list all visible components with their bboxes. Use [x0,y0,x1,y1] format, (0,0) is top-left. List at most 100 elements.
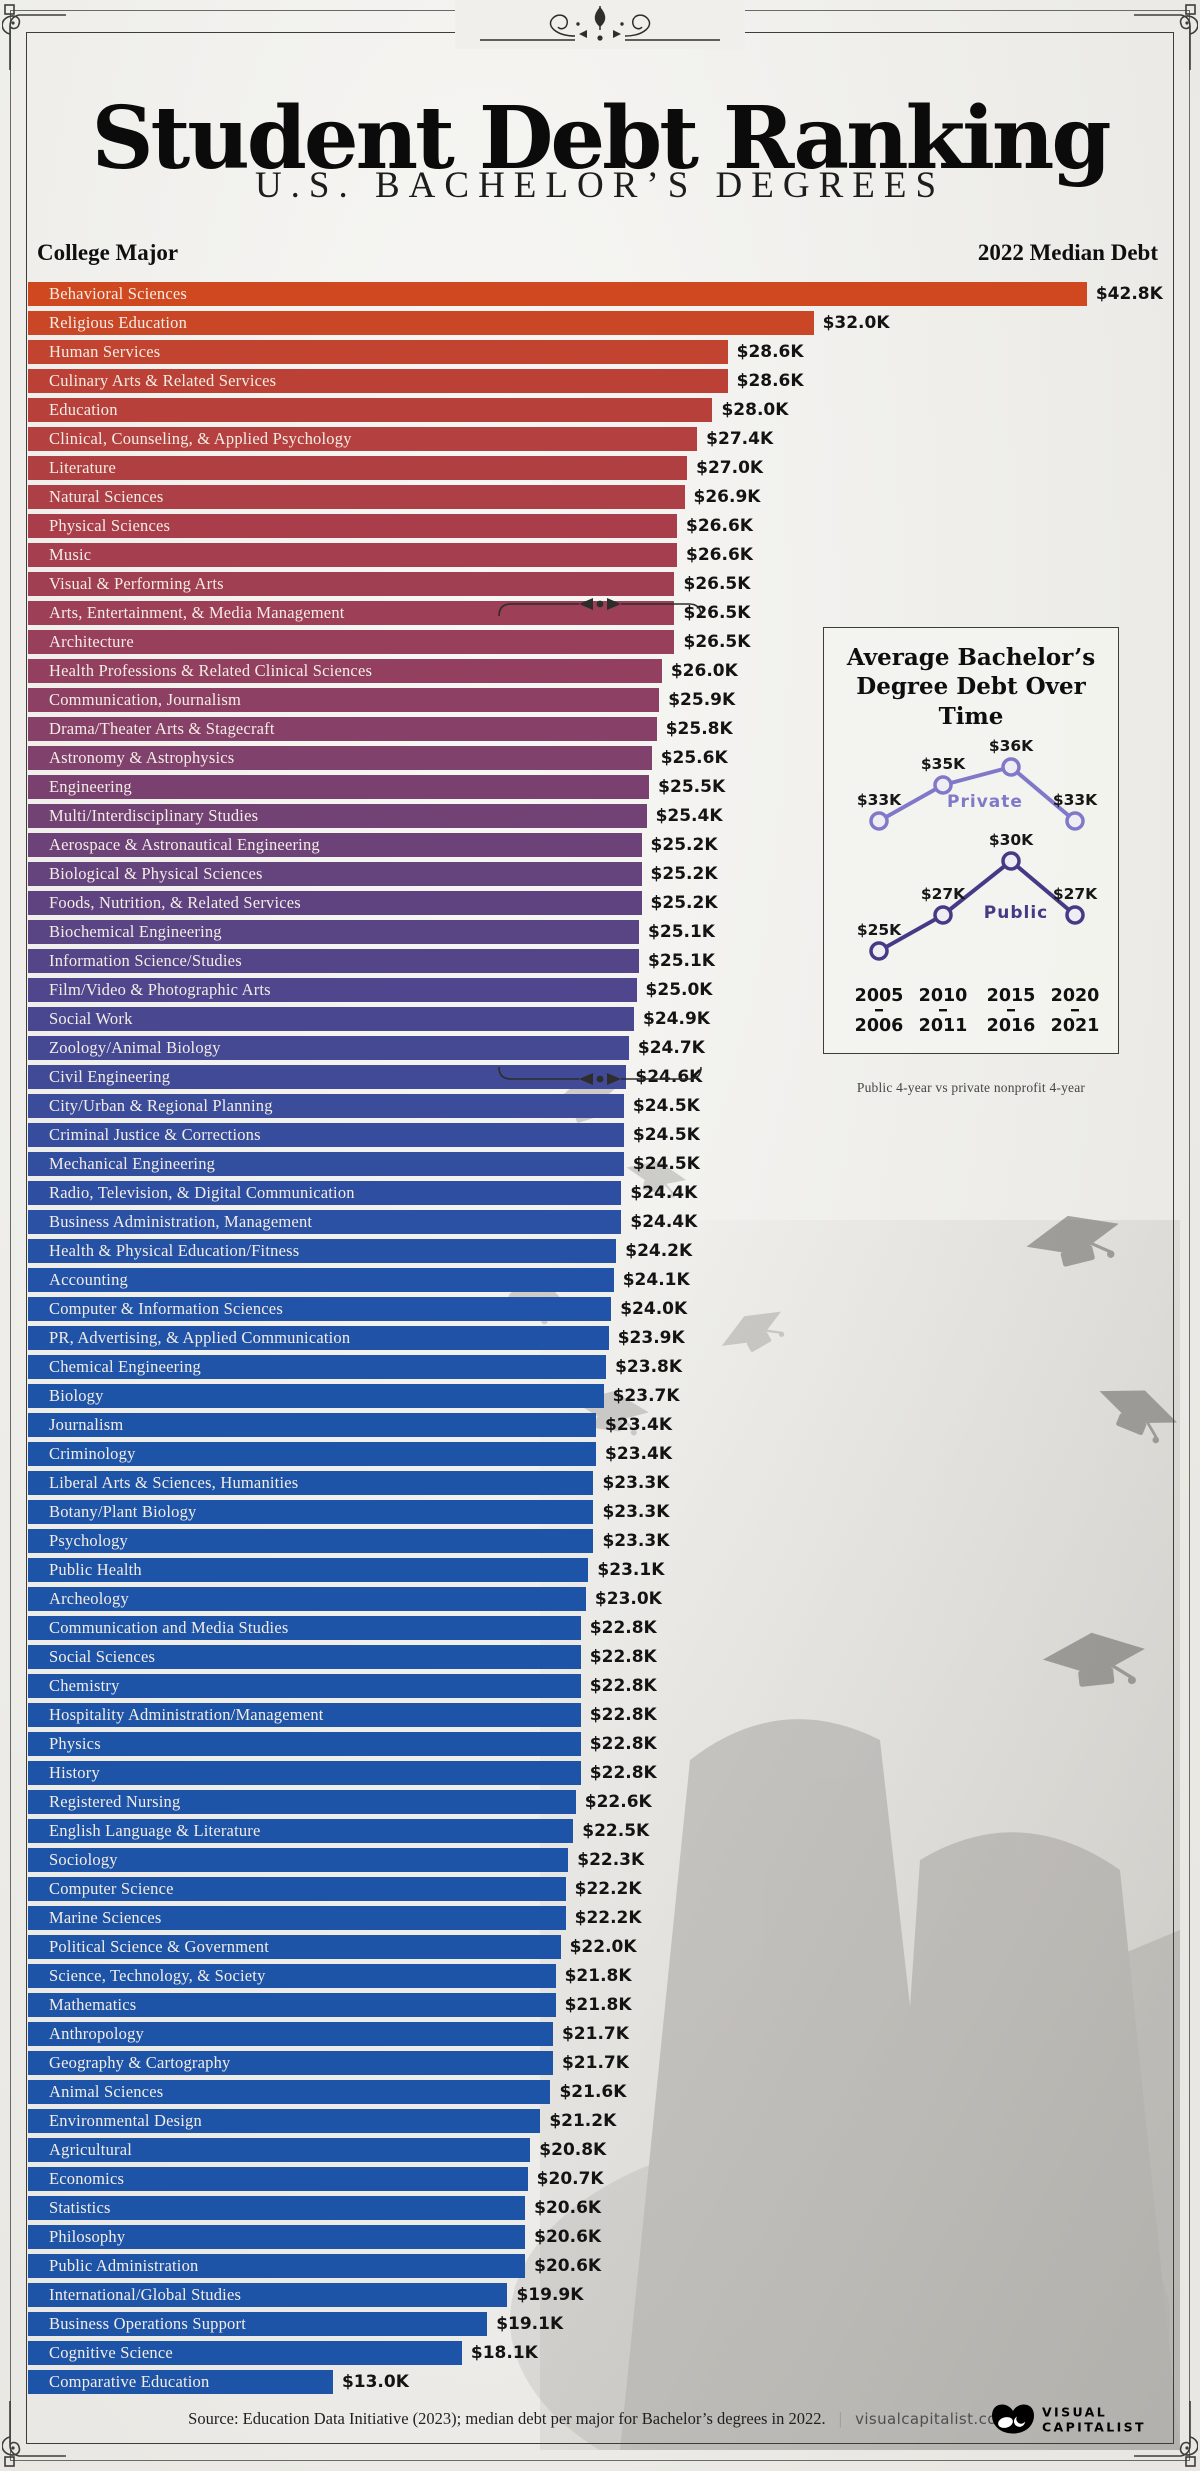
bar-category-label: Journalism [49,1415,124,1434]
bar-category-label: Natural Sciences [49,487,164,506]
bar: English Language & Literature [28,1819,574,1843]
bar-row: Education $28.0K [28,398,1168,427]
bar-row: Communication, Journalism $25.9K [28,688,1168,717]
bar-row: Botany/Plant Biology $23.3K [28,1500,1168,1529]
corner-flourish-icon [2,2,74,74]
bar-category-label: Human Services [49,342,161,361]
bar-value-label: $42.8K [1095,284,1163,304]
bar: Computer & Information Sciences [28,1297,612,1321]
bar-value-label: $21.2K [549,2111,617,2131]
svg-text:2020: 2020 [1050,986,1099,1006]
data-point-label: $27K [1052,885,1097,903]
bar-row: Radio, Television, & Digital Communicati… [28,1181,1168,1210]
bar-category-label: Foods, Nutrition, & Related Services [49,893,301,912]
bar: Science, Technology, & Society [28,1964,556,1988]
bar-value-label: $20.6K [534,2227,602,2247]
bar-row: Foods, Nutrition, & Related Services $25.… [28,891,1168,920]
bar: PR, Advertising, & Applied Communication [28,1326,609,1350]
bar: Health & Physical Education/Fitness [28,1239,617,1263]
bar-value-label: $23.3K [602,1502,670,1522]
bar-category-label: Philosophy [49,2227,126,2246]
bar-row: Mathematics $21.8K [28,1993,1168,2022]
bar-value-label: $27.0K [696,458,764,478]
bar-row: Hospitality Administration/Management $22… [28,1703,1168,1732]
x-axis-tick-label: 2005 2006 [854,986,903,1036]
bar-row: Physical Sciences $26.6K [28,514,1168,543]
bar-value-label: $19.1K [496,2314,564,2334]
bar-value-label: $23.9K [617,1328,685,1348]
bar-category-label: Biological & Physical Sciences [49,864,263,883]
bar-row: Economics $20.7K [28,2167,1168,2196]
bar-category-label: Engineering [49,777,132,796]
bar-category-label: PR, Advertising, & Applied Communication [49,1328,351,1347]
bar-value-label: $20.6K [534,2198,602,2218]
data-point-label: $27K [920,885,965,903]
bar-row: Archeology $23.0K [28,1587,1168,1616]
bar: Clinical, Counseling, & Applied Psycholo… [28,427,698,451]
visualcapitalist-link[interactable]: visualcapitalist.com [855,2410,1012,2428]
bar-value-label: $24.5K [632,1125,700,1145]
bar: Geography & Cartography [28,2051,553,2075]
bar-category-label: Radio, Television, & Digital Communicati… [49,1183,355,1202]
bar-category-label: Hospitality Administration/Management [49,1705,324,1724]
bar-category-label: Botany/Plant Biology [49,1502,197,1521]
bar-value-label: $25.2K [650,893,718,913]
line-series-public [876,859,1077,954]
bar: Culinary Arts & Related Services [28,369,728,393]
bar-category-label: Health & Physical Education/Fitness [49,1241,300,1260]
bar-value-label: $22.8K [589,1647,657,1667]
bar-row: Drama/Theater Arts & Stagecraft $25.8K [28,717,1168,746]
bar-value-label: $22.2K [574,1879,642,1899]
bar-category-label: Animal Sciences [49,2082,164,2101]
bar-value-label: $19.9K [516,2285,584,2305]
bar-category-label: Behavioral Sciences [49,284,188,303]
bar: Mechanical Engineering [28,1152,624,1176]
bar-category-label: Sociology [49,1850,118,1869]
bar-category-label: City/Urban & Regional Planning [49,1096,273,1115]
data-point-marker [1000,851,1021,872]
bar-value-label: $28.0K [721,400,789,420]
bar-row: Agricultural $20.8K [28,2138,1168,2167]
bar: Aerospace & Astronautical Engineering [28,833,642,857]
bar: Liberal Arts & Sciences, Humanities [28,1471,594,1495]
bar-value-label: $23.1K [597,1560,665,1580]
bar-category-label: Social Sciences [49,1647,156,1666]
bar-value-label: $24.2K [625,1241,693,1261]
bar: Archeology [28,1587,586,1611]
inset-bracket-bottom-icon [495,1058,705,1087]
bar-value-label: $24.5K [632,1154,700,1174]
bar-row: Physics $22.8K [28,1732,1168,1761]
bar-category-label: Statistics [49,2198,111,2217]
bar-row: Public Health $23.1K [28,1558,1168,1587]
bar-category-label: Comparative Education [49,2372,210,2391]
bar-category-label: Mechanical Engineering [49,1154,216,1173]
bar: Public Administration [28,2254,526,2278]
visual-capitalist-logo: VISUAL CAPITALIST [991,2403,1146,2436]
bar-row: Arts, Entertainment, & Media Management $… [28,601,1168,630]
bar-row: History $22.8K [28,1761,1168,1790]
bar-row: Engineering $25.5K [28,775,1168,804]
bar-value-label: $24.4K [630,1212,698,1232]
bar-value-label: $22.8K [589,1705,657,1725]
bar-category-label: History [49,1763,100,1782]
bar-category-label: Marine Sciences [49,1908,162,1927]
bar: Political Science & Government [28,1935,561,1959]
bar: Arts, Entertainment, & Media Management [28,601,675,625]
bar-value-label: $22.3K [577,1850,645,1870]
bar: Chemical Engineering [28,1355,607,1379]
bar-row: Criminology $23.4K [28,1442,1168,1471]
data-point-marker [1000,757,1021,778]
bar-category-label: Computer & Information Sciences [49,1299,283,1318]
bar: Literature [28,456,688,480]
bar: Biological & Physical Sciences [28,862,642,886]
bar-value-label: $21.7K [561,2024,629,2044]
bar-value-label: $23.8K [615,1357,683,1377]
bar-category-label: Environmental Design [49,2111,202,2130]
bar-value-label: $25.0K [645,980,713,1000]
bar-category-label: Science, Technology, & Society [49,1966,266,1985]
bar-row: Biochemical Engineering $25.1K [28,920,1168,949]
bar: Botany/Plant Biology [28,1500,594,1524]
bar-value-label: $24.4K [630,1183,698,1203]
bar-value-label: $26.9K [693,487,761,507]
bar-value-label: $28.6K [736,371,804,391]
